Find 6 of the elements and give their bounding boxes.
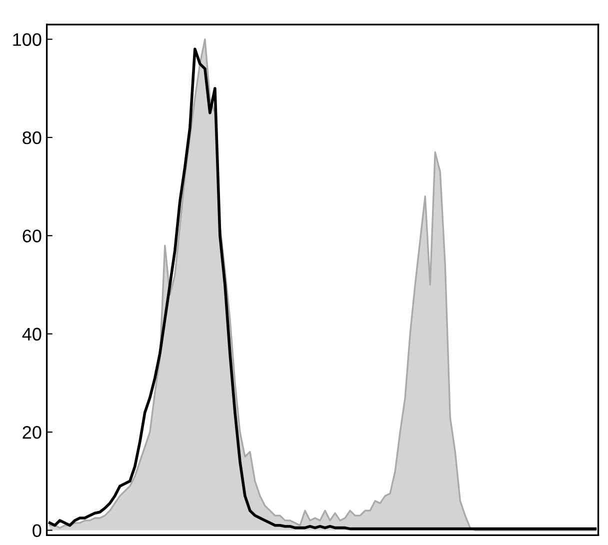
y-tick-label: 60 (22, 230, 42, 242)
y-tick-label: 80 (22, 131, 42, 144)
y-tick-label: 40 (22, 328, 42, 341)
y-tick-label: 20 (22, 426, 42, 439)
y-tick-label: 0 (32, 524, 42, 537)
y-tick-label: 100 (13, 33, 42, 46)
